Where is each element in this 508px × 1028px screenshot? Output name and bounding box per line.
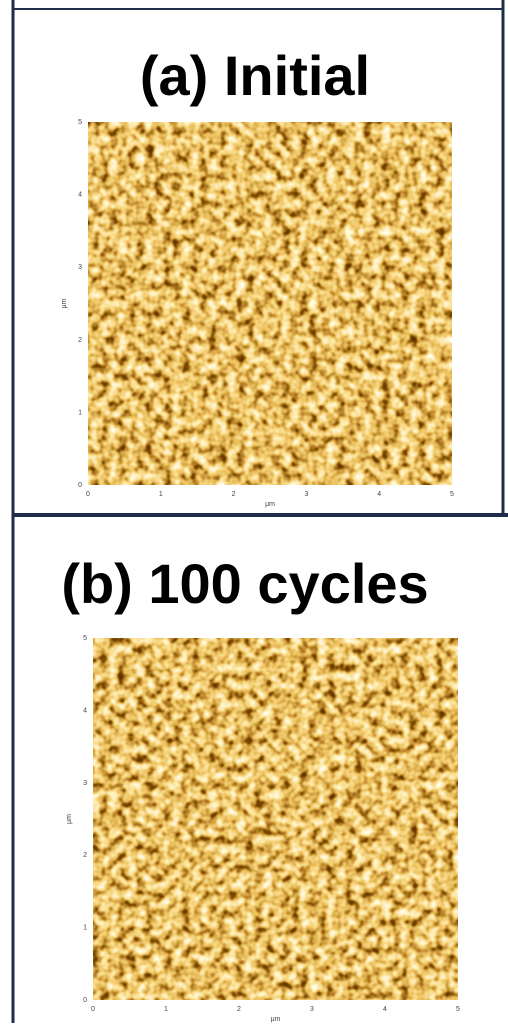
afm-image bbox=[93, 638, 458, 1000]
y-tick-label: 2 bbox=[78, 337, 82, 344]
x-axis-label: μm bbox=[271, 1016, 281, 1023]
x-tick-label: 3 bbox=[310, 1006, 314, 1013]
x-tick-label: 2 bbox=[237, 1006, 241, 1013]
x-tick-label: 2 bbox=[232, 491, 236, 498]
y-tick-label: 1 bbox=[83, 925, 87, 932]
x-tick-label: 5 bbox=[450, 491, 454, 498]
y-tick-label: 1 bbox=[78, 409, 82, 416]
x-tick-label: 0 bbox=[91, 1006, 95, 1013]
y-tick-label: 3 bbox=[83, 780, 87, 787]
x-tick-label: 3 bbox=[304, 491, 308, 498]
y-tick-label: 2 bbox=[83, 852, 87, 859]
y-tick-label: 0 bbox=[83, 997, 87, 1004]
x-tick-label: 4 bbox=[383, 1006, 387, 1013]
y-tick-label: 0 bbox=[78, 482, 82, 489]
x-tick-label: 0 bbox=[86, 491, 90, 498]
page: (a) Initial (b) 100 cycles 0 1 2 3 4 5 0 1 2 3 4 5 μ… bbox=[0, 0, 508, 1023]
x-tick-label: 1 bbox=[164, 1006, 168, 1013]
afm-image bbox=[88, 122, 452, 485]
y-tick-label: 4 bbox=[78, 192, 82, 199]
panel-title: (b) 100 cycles bbox=[61, 552, 428, 615]
y-axis-label: μm bbox=[61, 298, 68, 308]
x-axis-label: μm bbox=[265, 501, 275, 508]
panel-title: (a) Initial bbox=[140, 44, 370, 107]
x-tick-label: 1 bbox=[159, 491, 163, 498]
x-tick-label: 5 bbox=[456, 1006, 460, 1013]
x-tick-label: 4 bbox=[377, 491, 381, 498]
y-axis-label: μm bbox=[66, 814, 73, 824]
y-tick-label: 3 bbox=[78, 264, 82, 271]
y-tick-label: 5 bbox=[78, 119, 82, 126]
figure: (a) Initial (b) 100 cycles 0 1 2 3 4 5 0 1 2 3 4 5 μ… bbox=[0, 0, 508, 1023]
y-tick-label: 4 bbox=[83, 707, 87, 714]
y-tick-label: 5 bbox=[83, 635, 87, 642]
